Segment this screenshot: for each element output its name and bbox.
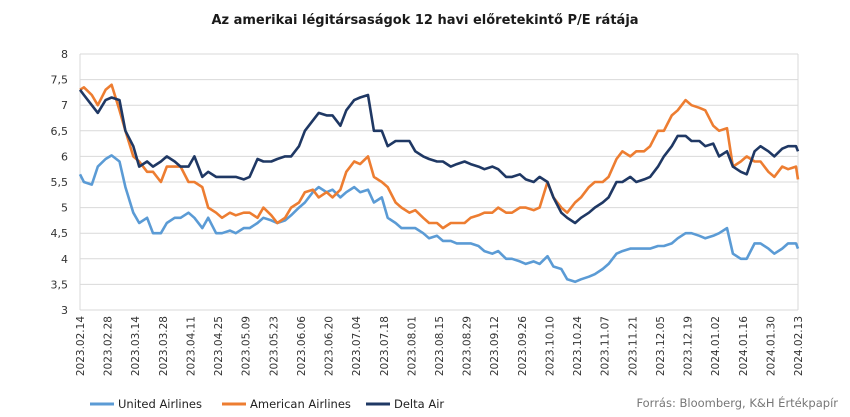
y-tick-label: 8 <box>61 48 68 61</box>
series-lines <box>78 83 800 284</box>
x-tick-label: 2023.11.07 <box>600 316 612 376</box>
x-tick-label: 2023.10.10 <box>544 316 556 376</box>
x-tick-label: 2023.07.04 <box>351 316 363 376</box>
x-tick-label: 2023.12.05 <box>655 316 667 376</box>
x-tick-label: 2023.09.12 <box>489 316 501 376</box>
x-tick-label: 2023.07.18 <box>379 316 391 376</box>
x-tick-label: 2023.10.24 <box>572 316 584 376</box>
x-tick-label: 2023.06.20 <box>324 316 336 376</box>
x-tick-label: 2023.03.14 <box>130 316 142 376</box>
x-tick-label: 2023.11.21 <box>627 316 639 376</box>
y-tick-label: 6,5 <box>51 125 69 138</box>
x-tick-label: 2023.02.28 <box>103 316 115 376</box>
y-tick-label: 4,5 <box>51 227 69 240</box>
gridlines <box>79 53 799 311</box>
y-axis-ticks: 3 3,5 4 4,5 5 5,5 6 6,5 7 7,5 8 <box>51 48 69 317</box>
x-tick-label: 2023.02.14 <box>75 316 87 376</box>
x-tick-label: 2023.04.25 <box>213 316 225 376</box>
x-tick-label: 2023.12.19 <box>683 316 695 376</box>
x-tick-label: 2023.05.23 <box>268 316 280 376</box>
legend-label: United Airlines <box>118 397 202 411</box>
x-tick-label: 2023.08.15 <box>434 316 446 376</box>
source-note: Forrás: Bloomberg, K&H Értékpapír <box>636 395 838 410</box>
y-tick-label: 5 <box>61 202 68 215</box>
series-line-united-airlines <box>78 154 800 284</box>
y-tick-label: 3,5 <box>51 278 69 291</box>
x-tick-label: 2024.01.30 <box>765 316 777 376</box>
x-tick-label: 2023.08.29 <box>462 316 474 376</box>
legend-label: American Airlines <box>250 397 351 411</box>
y-tick-label: 3 <box>61 304 68 317</box>
legend: United Airlines American Airlines Delta Ai… <box>90 397 444 411</box>
y-tick-label: 7,5 <box>51 74 69 87</box>
y-tick-label: 4 <box>61 253 68 266</box>
legend-item: American Airlines <box>222 397 351 411</box>
x-tick-label: 2023.05.09 <box>241 316 253 376</box>
x-tick-label: 2023.03.28 <box>158 316 170 376</box>
legend-item: United Airlines <box>90 397 202 411</box>
x-tick-label: 2024.01.02 <box>710 316 722 376</box>
legend-label: Delta Air <box>394 397 444 411</box>
legend-item: Delta Air <box>366 397 444 411</box>
x-tick-label: 2023.06.06 <box>296 316 308 376</box>
chart-title: Az amerikai légitársaságok 12 havi előre… <box>211 13 638 28</box>
y-tick-label: 7 <box>61 99 68 112</box>
series-line-american-airlines <box>79 83 800 230</box>
x-tick-label: 2023.09.26 <box>517 316 529 376</box>
x-tick-label: 2024.02.13 <box>793 316 805 376</box>
x-tick-label: 2023.04.11 <box>185 316 197 376</box>
x-tick-label: 2023.08.01 <box>406 316 418 376</box>
y-tick-label: 6 <box>61 150 68 163</box>
y-tick-label: 5,5 <box>51 176 69 189</box>
series-line-delta-air <box>78 89 800 225</box>
x-axis-ticks: 2023.02.14 2023.02.28 2023.03.14 2023.03.28… <box>75 316 805 376</box>
x-tick-label: 2024.01.16 <box>738 316 750 376</box>
